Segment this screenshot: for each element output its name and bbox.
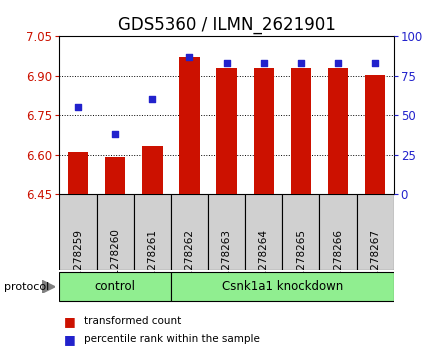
- Text: GSM1278259: GSM1278259: [73, 229, 83, 298]
- Bar: [282, 194, 319, 270]
- Bar: [328, 68, 348, 194]
- Bar: [208, 194, 245, 270]
- Title: GDS5360 / ILMN_2621901: GDS5360 / ILMN_2621901: [117, 16, 336, 34]
- Text: transformed count: transformed count: [84, 316, 181, 326]
- Text: ■: ■: [64, 315, 76, 328]
- Bar: [142, 146, 162, 194]
- Point: [149, 97, 156, 102]
- Bar: [253, 68, 274, 194]
- Polygon shape: [42, 280, 55, 293]
- Text: protocol: protocol: [4, 282, 50, 292]
- Bar: [357, 194, 394, 270]
- Bar: [59, 194, 96, 270]
- Text: GSM1278263: GSM1278263: [222, 229, 231, 298]
- Bar: [105, 158, 125, 194]
- Point: [74, 105, 81, 110]
- Bar: [319, 194, 357, 270]
- Text: GSM1278267: GSM1278267: [370, 229, 380, 298]
- Bar: [291, 68, 311, 194]
- Bar: [365, 75, 385, 194]
- Point: [334, 60, 341, 66]
- Bar: [216, 68, 237, 194]
- Text: GSM1278260: GSM1278260: [110, 229, 120, 298]
- Bar: [68, 152, 88, 194]
- Point: [372, 60, 379, 66]
- Point: [186, 54, 193, 60]
- Text: GSM1278264: GSM1278264: [259, 229, 269, 298]
- Text: ■: ■: [64, 333, 76, 346]
- Bar: [134, 194, 171, 270]
- Text: GSM1278262: GSM1278262: [184, 229, 194, 298]
- Point: [260, 60, 267, 66]
- Bar: [171, 194, 208, 270]
- Text: control: control: [95, 280, 136, 293]
- Bar: [245, 194, 282, 270]
- Text: Csnk1a1 knockdown: Csnk1a1 knockdown: [222, 280, 343, 293]
- Bar: [171, 272, 394, 301]
- Text: GSM1278261: GSM1278261: [147, 229, 157, 298]
- Point: [112, 131, 119, 137]
- Text: GSM1278266: GSM1278266: [333, 229, 343, 298]
- Bar: [59, 272, 171, 301]
- Bar: [96, 194, 134, 270]
- Point: [223, 60, 230, 66]
- Point: [297, 60, 304, 66]
- Bar: [179, 57, 200, 194]
- Text: GSM1278265: GSM1278265: [296, 229, 306, 298]
- Text: percentile rank within the sample: percentile rank within the sample: [84, 334, 260, 344]
